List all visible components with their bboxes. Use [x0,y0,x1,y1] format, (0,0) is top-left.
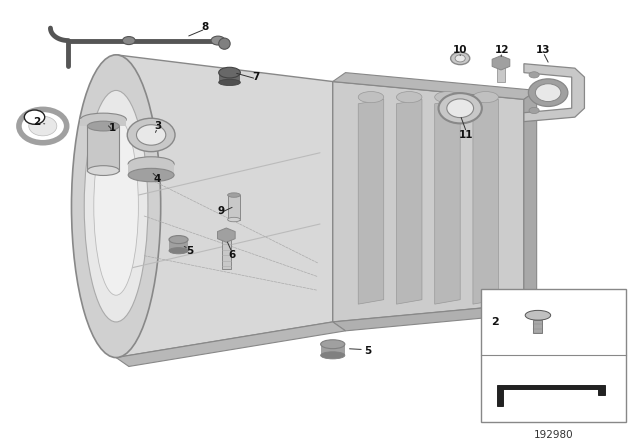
Ellipse shape [447,99,474,117]
Text: 10: 10 [453,45,467,56]
Polygon shape [396,99,422,304]
Polygon shape [321,344,345,355]
Ellipse shape [228,193,241,197]
Text: 5: 5 [364,346,371,356]
Text: 12: 12 [494,45,509,56]
Ellipse shape [84,90,148,322]
Polygon shape [524,90,537,313]
Ellipse shape [321,352,345,359]
Text: 9: 9 [218,206,225,215]
Ellipse shape [219,79,241,86]
Text: 2: 2 [33,116,40,127]
Text: 1: 1 [109,123,116,133]
Ellipse shape [81,113,126,125]
Ellipse shape [29,116,57,136]
Polygon shape [497,385,605,406]
Text: 4: 4 [154,174,161,185]
Text: 13: 13 [536,45,550,56]
Bar [497,63,505,82]
Ellipse shape [94,117,138,295]
Ellipse shape [435,91,460,103]
Ellipse shape [525,310,550,320]
Ellipse shape [396,91,422,103]
Ellipse shape [536,84,561,102]
Text: 6: 6 [228,250,236,260]
Ellipse shape [211,36,225,45]
Bar [222,240,231,268]
Polygon shape [333,304,537,331]
Text: 7: 7 [253,72,260,82]
Ellipse shape [219,67,241,78]
Polygon shape [333,73,537,99]
Ellipse shape [88,166,119,176]
Polygon shape [116,322,346,366]
Ellipse shape [128,168,174,182]
Polygon shape [81,119,126,126]
Bar [534,320,542,333]
Ellipse shape [127,118,175,152]
Ellipse shape [136,125,166,145]
Ellipse shape [169,248,188,254]
Ellipse shape [358,91,384,103]
Ellipse shape [128,157,174,171]
Polygon shape [228,195,241,220]
Ellipse shape [529,72,540,78]
Polygon shape [473,99,499,304]
Text: 2: 2 [491,317,499,327]
Text: 192980: 192980 [533,430,573,439]
Polygon shape [88,126,119,171]
Ellipse shape [24,110,45,124]
Text: 11: 11 [460,130,474,140]
Polygon shape [128,164,174,175]
Polygon shape [333,82,524,322]
Text: 5: 5 [186,246,193,256]
Text: 8: 8 [202,22,209,32]
Ellipse shape [88,121,119,131]
Ellipse shape [451,52,470,65]
Polygon shape [219,73,241,82]
Ellipse shape [219,38,230,49]
Ellipse shape [122,37,135,44]
Ellipse shape [321,340,345,349]
Ellipse shape [169,236,188,244]
Ellipse shape [72,55,161,358]
Ellipse shape [438,93,482,123]
Polygon shape [169,240,188,251]
Text: 3: 3 [154,121,161,131]
Polygon shape [116,55,333,358]
Polygon shape [358,99,384,304]
Ellipse shape [529,108,540,114]
Ellipse shape [455,55,465,62]
Ellipse shape [473,91,499,103]
Ellipse shape [228,217,241,222]
Bar [481,289,626,422]
Ellipse shape [529,79,568,107]
Polygon shape [435,99,460,304]
Polygon shape [524,64,584,121]
